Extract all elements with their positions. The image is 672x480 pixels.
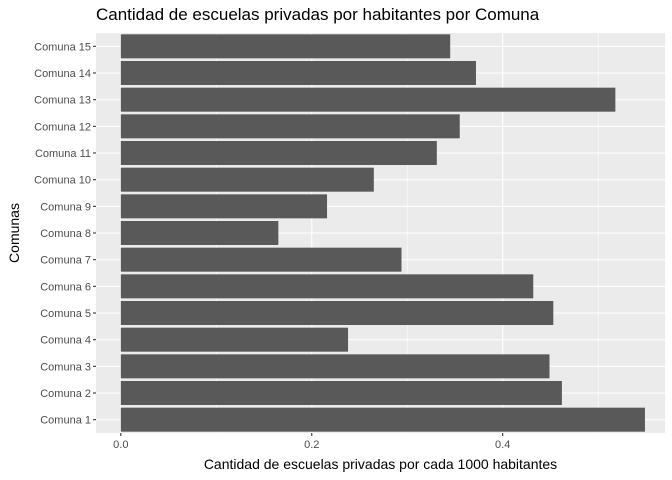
y-tick-label: Comuna 2	[40, 388, 91, 400]
bar-comuna-12	[120, 114, 460, 139]
x-tick-label: 0.4	[495, 439, 510, 451]
y-tick-label: Comuna 6	[40, 281, 91, 293]
y-tick-label: Comuna 14	[34, 68, 91, 80]
x-tick-label: 0.2	[304, 439, 319, 451]
bar-comuna-3	[120, 354, 550, 379]
y-tick-label: Comuna 12	[34, 121, 91, 133]
bars	[120, 34, 645, 432]
bar-comuna-10	[120, 167, 374, 192]
y-tick-label: Comuna 3	[40, 361, 91, 373]
bar-comuna-6	[120, 274, 534, 299]
bar-comuna-8	[120, 221, 279, 245]
bar-comuna-14	[120, 61, 476, 85]
y-tick-label: Comuna 8	[40, 228, 91, 240]
y-axis: Comuna 1 Comuna 2 Comuna 3 Comuna 4 Comuna 5…	[34, 41, 96, 427]
bar-comuna-4	[120, 327, 349, 352]
bar-comuna-15	[120, 34, 451, 59]
y-tick-label: Comuna 13	[34, 95, 91, 107]
y-tick-label: Comuna 4	[40, 335, 91, 347]
bar-comuna-9	[120, 194, 328, 219]
bar-comuna-11	[120, 141, 437, 165]
bar-comuna-5	[120, 301, 554, 325]
x-axis-title: Cantidad de escuelas privadas por cada 1…	[204, 456, 557, 472]
bar-comuna-7	[120, 247, 402, 272]
bar-comuna-2	[120, 381, 562, 405]
y-axis-title: Comunas	[6, 203, 22, 263]
x-tick-label: 0.0	[113, 439, 128, 451]
y-tick-label: Comuna 11	[35, 148, 91, 160]
chart-title: Cantidad de escuelas privadas por habita…	[96, 5, 540, 24]
bar-comuna-1	[120, 407, 645, 432]
y-tick-label: Comuna 9	[40, 201, 91, 213]
y-tick-label: Comuna 15	[34, 41, 91, 53]
y-tick-label: Comuna 5	[40, 308, 91, 320]
y-tick-label: Comuna 1	[40, 415, 91, 427]
y-tick-label: Comuna 7	[40, 255, 91, 267]
bar-comuna-13	[120, 87, 616, 112]
y-tick-label: Comuna 10	[34, 175, 91, 187]
x-axis: 0.0 0.2 0.4	[113, 433, 510, 451]
